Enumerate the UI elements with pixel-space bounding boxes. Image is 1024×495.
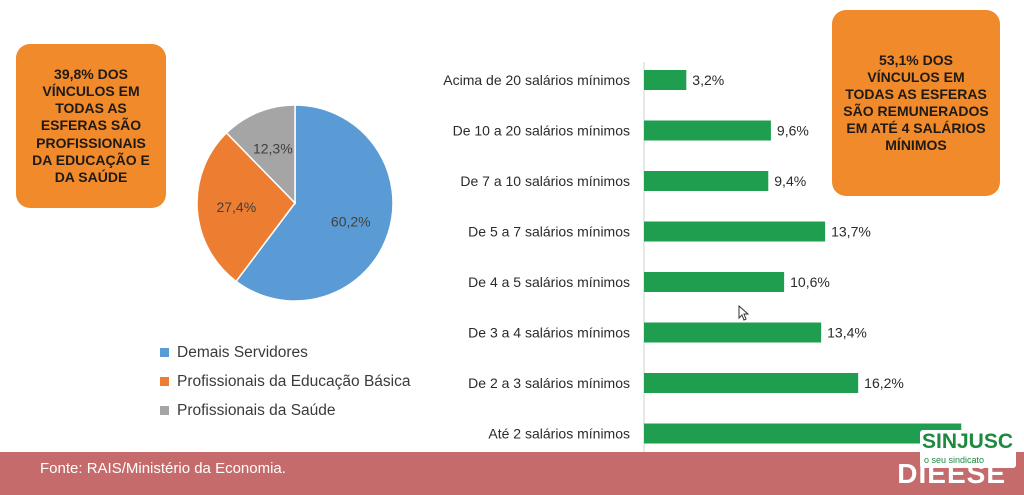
legend-label: Profissionais da Educação Básica (177, 372, 411, 390)
callout-right-text: 53,1% DOS VÍNCULOS EM TODAS AS ESFERAS S… (843, 51, 989, 154)
pie-data-label: 60,2% (331, 214, 371, 230)
bar-value-label: 16,2% (864, 375, 904, 391)
bar-value-label: 10,6% (790, 274, 830, 290)
legend-item-demais-servidores: Demais Servidores (160, 338, 411, 367)
callout-left-text: 39,8% DOS VÍNCULOS EM TODAS AS ESFERAS S… (32, 66, 150, 185)
bar-category-label: De 4 a 5 salários mínimos (468, 274, 630, 290)
sinjusc-tagline: o seu sindicato (924, 455, 985, 465)
bar-category-label: De 7 a 10 salários mínimos (460, 173, 630, 189)
pie-legend: Demais Servidores Profissionais da Educa… (160, 338, 411, 425)
legend-swatch-gray (160, 406, 169, 415)
legend-item-educacao-basica: Profissionais da Educação Básica (160, 367, 411, 396)
callout-salary: 53,1% DOS VÍNCULOS EM TODAS AS ESFERAS S… (832, 10, 1000, 196)
bar-value-label: 9,6% (777, 123, 809, 139)
pie-data-label: 27,4% (216, 199, 256, 215)
legend-swatch-blue (160, 348, 169, 357)
bar-value-label: 13,4% (827, 325, 867, 341)
pie-slice (225, 104, 296, 205)
bar-category-label: De 3 a 4 salários mínimos (468, 325, 630, 341)
sinjusc-logo: SINJUSC o seu sindicato (920, 430, 1016, 468)
bar (644, 221, 826, 242)
mouse-cursor-icon (738, 305, 750, 321)
pie-data-label: 12,3% (253, 141, 293, 157)
legend-swatch-orange (160, 377, 169, 386)
bar-value-label: 9,4% (774, 173, 806, 189)
legend-label: Profissionais da Saúde (177, 401, 336, 419)
bar-category-label: Acima de 20 salários mínimos (443, 72, 630, 88)
bar-category-label: De 2 a 3 salários mínimos (468, 375, 630, 391)
pie-slice (196, 131, 296, 283)
callout-education-health: 39,8% DOS VÍNCULOS EM TODAS AS ESFERAS S… (16, 44, 166, 208)
bar-value-label: 13,7% (831, 224, 871, 240)
legend-label: Demais Servidores (177, 343, 308, 361)
legend-item-saude: Profissionais da Saúde (160, 396, 411, 425)
sinjusc-name: SINJUSC (922, 430, 1014, 453)
bar-chart: Acima de 20 salários mínimos 3,2% De 10 a … (443, 62, 962, 452)
bar (644, 120, 771, 141)
pie-slice (235, 104, 394, 302)
pie-chart: 60,2% 27,4% 12,3% (196, 104, 394, 302)
bar-value-label: 3,2% (692, 72, 724, 88)
bar-category-label: De 5 a 7 salários mínimos (468, 224, 630, 240)
bar (644, 322, 822, 343)
source-note: Fonte: RAIS/Ministério da Economia. (40, 460, 286, 477)
bar (644, 373, 859, 393)
bar (644, 70, 687, 90)
bar-category-label: De 10 a 20 salários mínimos (453, 123, 630, 139)
bar (644, 171, 769, 191)
bar (644, 272, 785, 292)
bar-category-label: Até 2 salários mínimos (488, 426, 630, 442)
footer-bar: Fonte: RAIS/Ministério da Economia. DIEE… (0, 452, 1024, 495)
bar (644, 423, 962, 444)
